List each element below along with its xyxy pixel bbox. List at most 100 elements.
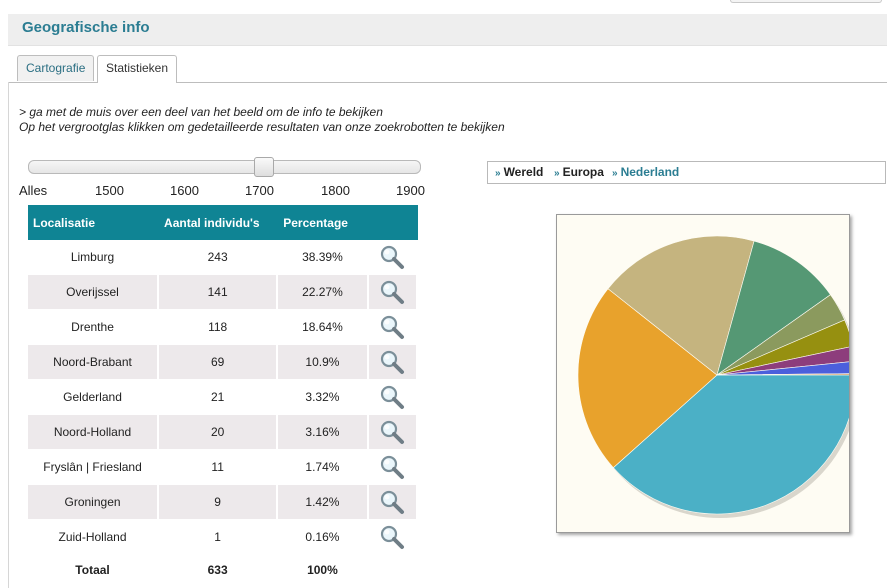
slider-tick-label: 1600 [170, 183, 199, 198]
cell-localisatie: Fryslân | Friesland [28, 450, 160, 485]
cell-details [368, 380, 418, 415]
cell-localisatie: Noord-Brabant [28, 345, 160, 380]
breadcrumb-item-wereld[interactable]: » Wereld [495, 162, 543, 184]
table-row: Gelderland 21 3.32% [28, 380, 418, 415]
pie-slice-drenthe[interactable] [607, 235, 755, 376]
cell-details [368, 485, 418, 520]
magnifier-icon[interactable] [379, 279, 405, 305]
cell-percentage: 1.42% [278, 485, 369, 520]
cell-percentage: 18.64% [278, 310, 369, 345]
magnifier-icon[interactable] [379, 384, 405, 410]
tab-statistieken[interactable]: Statistieken [97, 55, 178, 83]
table-body: Limburg 243 38.39% Overijssel 141 22.27% Drent… [28, 240, 418, 586]
breadcrumb: » Wereld » Europa » Nederland [487, 161, 886, 184]
cell-percentage: 38.39% [278, 240, 369, 275]
magnifier-icon[interactable] [379, 349, 405, 375]
cell-localisatie: Drenthe [28, 310, 160, 345]
cell-aantal: 9 [159, 485, 279, 520]
cell-percentage: 1.74% [278, 450, 369, 485]
instruction-line-1: > ga met de muis over een deel van het b… [19, 105, 383, 119]
magnifier-icon[interactable] [379, 524, 405, 550]
double-chevron-icon: » [554, 168, 560, 179]
cell-localisatie: Groningen [28, 485, 160, 520]
tab-panel [8, 82, 887, 588]
table-row: Zuid-Holland 1 0.16% [28, 520, 418, 555]
cell-details [368, 310, 418, 345]
column-header-percentage: Percentage [278, 205, 369, 240]
top-strip [0, 0, 887, 14]
table-row: Fryslân | Friesland 11 1.74% [28, 450, 418, 485]
cell-details [368, 450, 418, 485]
magnifier-icon[interactable] [379, 314, 405, 340]
cell-aantal: 1 [159, 520, 279, 555]
cell-percentage: 10.9% [278, 345, 369, 380]
cell-aantal: 243 [159, 240, 279, 275]
cell-localisatie: Overijssel [28, 275, 160, 310]
total-empty [368, 555, 418, 586]
cell-aantal: 141 [159, 275, 279, 310]
tab-bar: Cartografie Statistieken [8, 55, 887, 83]
slider-tick-label: 1500 [95, 183, 124, 198]
column-header-localisatie: Localisatie [28, 205, 160, 240]
page-title: Geografische info [22, 19, 150, 36]
breadcrumb-item-nederland[interactable]: » Nederland [612, 162, 679, 184]
magnifier-icon[interactable] [379, 489, 405, 515]
breadcrumb-item-europa[interactable]: » Europa [554, 162, 604, 184]
column-header-aantal: Aantal individu's [159, 205, 279, 240]
cell-details [368, 275, 418, 310]
statistics-table: Localisatie Aantal individu's Percentage… [28, 205, 418, 586]
table-row: Noord-Brabant 69 10.9% [28, 345, 418, 380]
double-chevron-icon: » [612, 168, 618, 179]
cell-aantal: 11 [159, 450, 279, 485]
double-chevron-icon: » [495, 168, 501, 179]
pie-chart [577, 235, 859, 518]
cell-percentage: 3.32% [278, 380, 369, 415]
cell-localisatie: Noord-Holland [28, 415, 160, 450]
table-row: Overijssel 141 22.27% [28, 275, 418, 310]
period-slider-track[interactable] [28, 160, 421, 174]
table-row: Groningen 9 1.42% [28, 485, 418, 520]
instruction-line-2: Op het vergrootglas klikken om gedetaill… [19, 120, 505, 134]
table-row: Limburg 243 38.39% [28, 240, 418, 275]
cell-aantal: 118 [159, 310, 279, 345]
total-count: 633 [159, 555, 279, 586]
total-label: Totaal [28, 555, 160, 586]
cell-percentage: 0.16% [278, 520, 369, 555]
cell-details [368, 240, 418, 275]
cell-details [368, 520, 418, 555]
table-row: Drenthe 118 18.64% [28, 310, 418, 345]
breadcrumb-label: Wereld [503, 165, 544, 179]
cell-percentage: 22.27% [278, 275, 369, 310]
cell-aantal: 69 [159, 345, 279, 380]
cell-aantal: 21 [159, 380, 279, 415]
tab-cartografie[interactable]: Cartografie [17, 55, 95, 81]
top-search-input[interactable] [730, 0, 882, 3]
magnifier-icon[interactable] [379, 244, 405, 270]
period-slider-handle[interactable] [254, 157, 274, 177]
breadcrumb-label: Europa [562, 165, 604, 179]
table-header-row: Localisatie Aantal individu's Percentage [28, 205, 418, 240]
pie-chart-panel [556, 214, 859, 533]
pie-slice-noord-brabant[interactable] [716, 240, 831, 376]
breadcrumb-label: Nederland [620, 165, 680, 179]
cell-details [368, 415, 418, 450]
slider-tick-label: 1700 [245, 183, 274, 198]
magnifier-icon[interactable] [379, 419, 405, 445]
section-header: Geografische info [8, 14, 887, 46]
column-header-details [368, 205, 418, 240]
total-percentage: 100% [278, 555, 369, 586]
instructions: > ga met de muis over een deel van het b… [19, 105, 505, 135]
cell-aantal: 20 [159, 415, 279, 450]
slider-tick-label: 1900 [396, 183, 425, 198]
cell-localisatie: Gelderland [28, 380, 160, 415]
cell-localisatie: Zuid-Holland [28, 520, 160, 555]
cell-percentage: 3.16% [278, 415, 369, 450]
pie-slice-overijssel[interactable] [577, 288, 718, 469]
table-total-row: Totaal 633 100% [28, 555, 418, 586]
cell-details [368, 345, 418, 380]
magnifier-icon[interactable] [379, 454, 405, 480]
slider-tick-label: 1800 [321, 183, 350, 198]
table-row: Noord-Holland 20 3.16% [28, 415, 418, 450]
cell-localisatie: Limburg [28, 240, 160, 275]
slider-tick-label: Alles [19, 183, 48, 198]
